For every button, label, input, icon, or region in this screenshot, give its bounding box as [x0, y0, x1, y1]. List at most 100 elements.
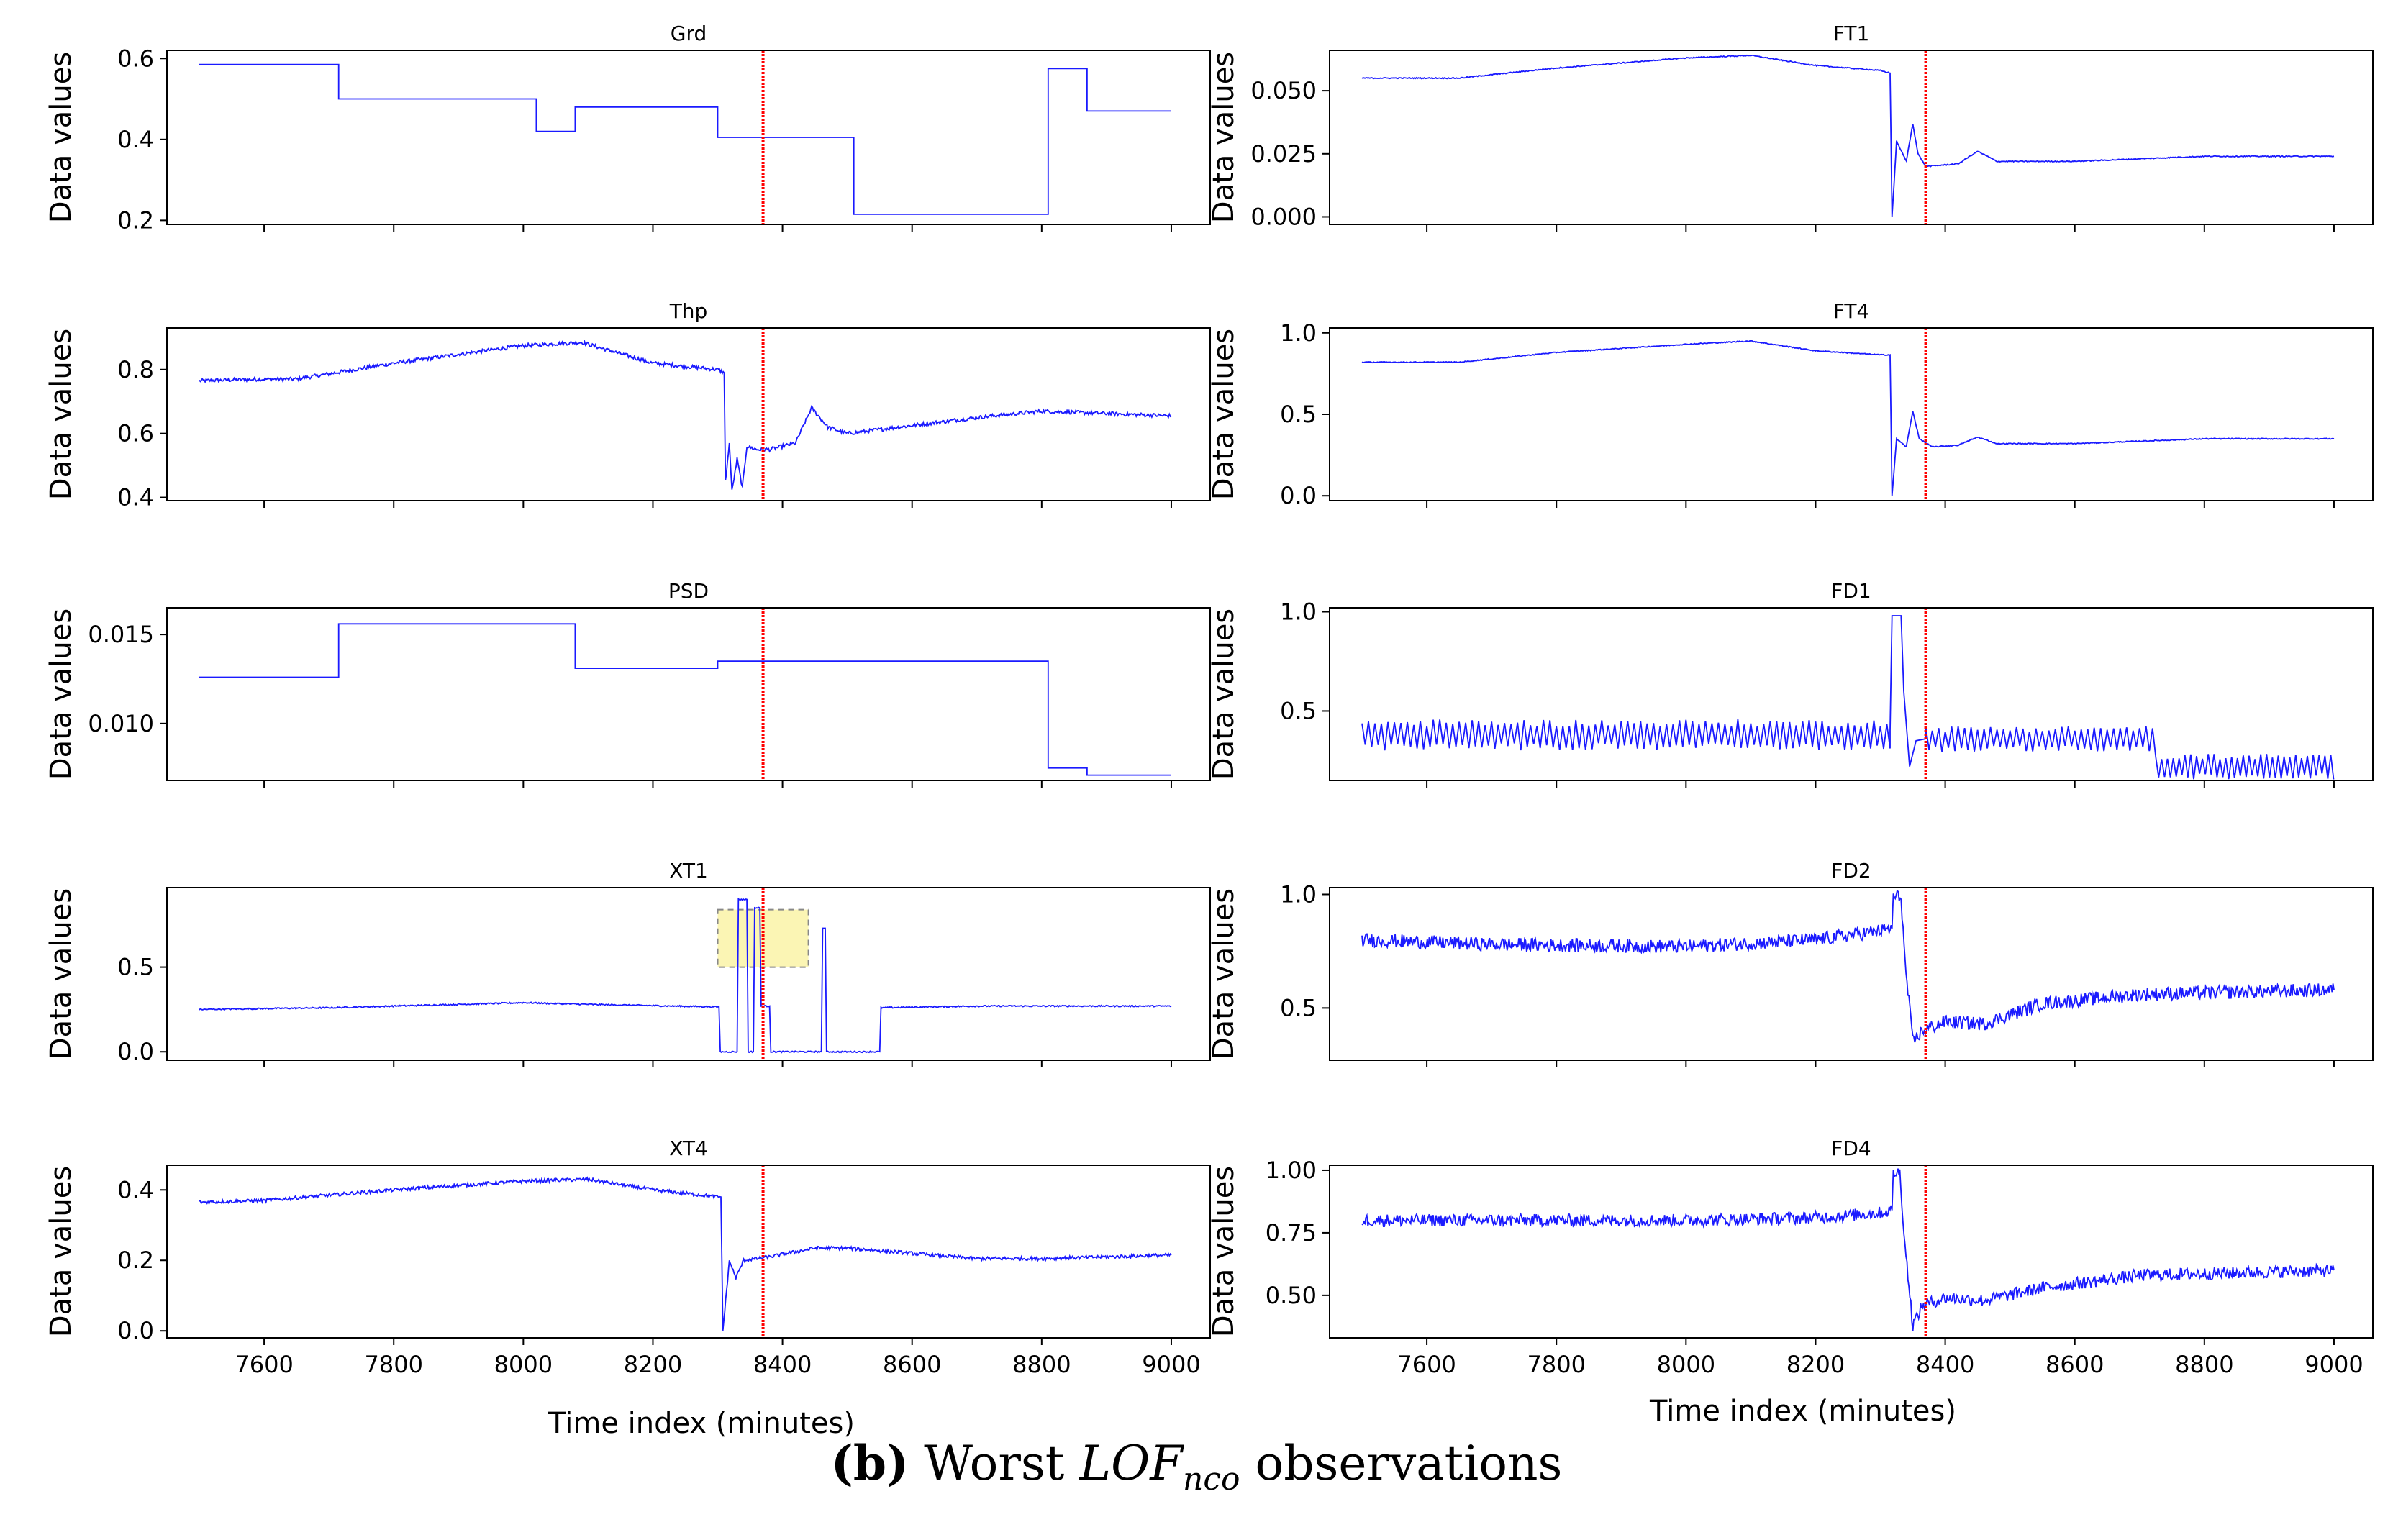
axes-frame — [166, 1165, 1211, 1339]
y-tick-label: 0.5 — [117, 954, 154, 981]
x-axis-label-left: Time index (minutes) — [548, 1407, 855, 1440]
axes-frame — [166, 327, 1211, 501]
y-axis-label: Data values — [1207, 888, 1240, 1060]
panel-title: FD1 — [1831, 579, 1871, 603]
panel-ft4: FT4 Data values 0.0 0.5 1.0 — [1207, 299, 2374, 509]
y-axis-label: Data values — [45, 888, 78, 1060]
y-tick-label: 0.5 — [1280, 994, 1317, 1021]
x-tick-label: 7800 — [364, 1351, 422, 1378]
series-line — [1361, 615, 2335, 780]
y-tick-label: 0.75 — [1266, 1219, 1317, 1247]
series-line — [1361, 340, 2335, 496]
x-tick-label: 9000 — [2305, 1351, 2363, 1378]
y-axis-label: Data values — [45, 609, 78, 780]
x-tick-label: 7800 — [1527, 1351, 1585, 1378]
y-tick-label: 0.0 — [117, 1038, 154, 1065]
panel-title: Grd — [671, 22, 707, 45]
y-tick-label: 0.2 — [117, 206, 154, 234]
y-tick-label: 0.6 — [117, 420, 154, 447]
axes-frame — [1329, 887, 2374, 1061]
y-axis-label: Data values — [1207, 1166, 1240, 1337]
panel-title: FD2 — [1831, 859, 1871, 883]
y-axis-label: Data values — [1207, 329, 1240, 500]
series-line — [1361, 1168, 2335, 1331]
panel-ft1: FT1 Data values 0.000 0.025 0.050 — [1207, 22, 2374, 232]
series-line — [199, 340, 1172, 490]
series-line — [199, 1176, 1172, 1331]
x-tick-label: 8600 — [883, 1351, 941, 1378]
y-tick-label: 0.050 — [1250, 77, 1317, 104]
panel-title: PSD — [668, 579, 709, 603]
axes-frame — [166, 607, 1211, 781]
x-tick-label: 8600 — [2045, 1351, 2104, 1378]
y-tick-label: 0.5 — [1280, 401, 1317, 428]
y-tick-label: 0.2 — [117, 1247, 154, 1274]
panel-grd: Grd Data values 0.2 0.4 0.6 — [45, 22, 1211, 234]
series-line — [199, 623, 1171, 776]
panel-title: XT4 — [669, 1136, 708, 1160]
x-tick-label: 7600 — [1397, 1351, 1456, 1378]
y-axis-label: Data values — [45, 329, 78, 500]
series-line — [1361, 54, 2335, 217]
y-tick-label: 0.50 — [1266, 1282, 1317, 1309]
x-tick-label: 7600 — [235, 1351, 293, 1378]
panel-psd: PSD Data values 0.010 0.015 — [45, 579, 1211, 788]
caption-text-pre: Worst — [924, 1436, 1080, 1491]
axes-frame — [1329, 1165, 2374, 1339]
y-tick-label: 0.0 — [117, 1317, 154, 1344]
panel-fd4: FD4 Data values 0.50 0.75 1.00 7600 7800 8000 82… — [1207, 1136, 2374, 1378]
axes-frame — [1329, 607, 2374, 781]
y-tick-label: 1.0 — [1280, 880, 1317, 908]
caption-lof: LOF — [1079, 1436, 1184, 1491]
axes-frame — [166, 50, 1211, 225]
y-tick-label: 0.8 — [117, 356, 154, 383]
y-axis-label: Data values — [1207, 609, 1240, 780]
x-tick-label: 9000 — [1142, 1351, 1200, 1378]
panel-xt1: XT1 Data values 0.0 0.5 — [45, 859, 1211, 1067]
panels-group: Grd Data values 0.2 0.4 0.6 Thp Data values 0.4… — [45, 22, 2374, 1378]
caption-label: (b) — [830, 1435, 909, 1491]
y-tick-label: 0.010 — [88, 710, 154, 737]
panel-title: Thp — [669, 299, 708, 323]
y-axis-label: Data values — [45, 52, 78, 223]
panel-thp: Thp Data values 0.4 0.6 0.8 — [45, 299, 1211, 511]
x-tick-label: 8400 — [753, 1351, 812, 1378]
x-tick-label: 8400 — [1916, 1351, 1974, 1378]
y-tick-label: 0.0 — [1280, 482, 1317, 509]
y-tick-label: 1.00 — [1266, 1157, 1317, 1184]
y-tick-label: 0.015 — [88, 621, 154, 648]
axes-frame — [166, 887, 1211, 1061]
axes-frame — [1329, 50, 2374, 225]
y-tick-label: 1.0 — [1280, 598, 1317, 626]
y-tick-label: 0.5 — [1280, 697, 1317, 724]
x-tick-label: 8000 — [494, 1351, 553, 1378]
x-tick-label: 8800 — [1012, 1351, 1071, 1378]
panel-title: FT4 — [1833, 299, 1870, 323]
panel-title: XT1 — [669, 859, 708, 883]
y-tick-label: 0.4 — [117, 126, 154, 153]
series-line — [1361, 889, 2335, 1043]
panel-title: FT1 — [1833, 22, 1870, 45]
panel-xt4: XT4 Data values 0.0 0.2 0.4 7600 7800 8000 8200 8… — [45, 1136, 1211, 1378]
x-tick-label: 8200 — [1786, 1351, 1845, 1378]
figure-caption: (b) Worst LOFnco observations — [0, 1435, 2393, 1498]
panel-fd2: FD2 Data values 0.5 1.0 — [1207, 859, 2374, 1067]
y-tick-label: 0.4 — [117, 484, 154, 511]
panel-title: FD4 — [1831, 1136, 1871, 1160]
x-axis-label-right: Time index (minutes) — [1649, 1395, 1956, 1428]
y-tick-label: 0.4 — [117, 1176, 154, 1203]
y-tick-label: 0.000 — [1250, 203, 1317, 230]
x-tick-label: 8000 — [1657, 1351, 1715, 1378]
y-axis-label: Data values — [1207, 52, 1240, 223]
caption-text-post: observations — [1240, 1436, 1563, 1491]
y-axis-label: Data values — [45, 1166, 78, 1337]
panel-fd1: FD1 Data values 0.5 1.0 — [1207, 579, 2374, 788]
series-line — [199, 63, 1171, 215]
x-tick-label: 8200 — [624, 1351, 682, 1378]
x-tick-label: 8800 — [2175, 1351, 2233, 1378]
series-line — [199, 897, 1172, 1054]
y-tick-label: 0.025 — [1250, 140, 1317, 168]
y-tick-label: 0.6 — [117, 45, 154, 72]
caption-lof-subscript: nco — [1183, 1461, 1240, 1498]
